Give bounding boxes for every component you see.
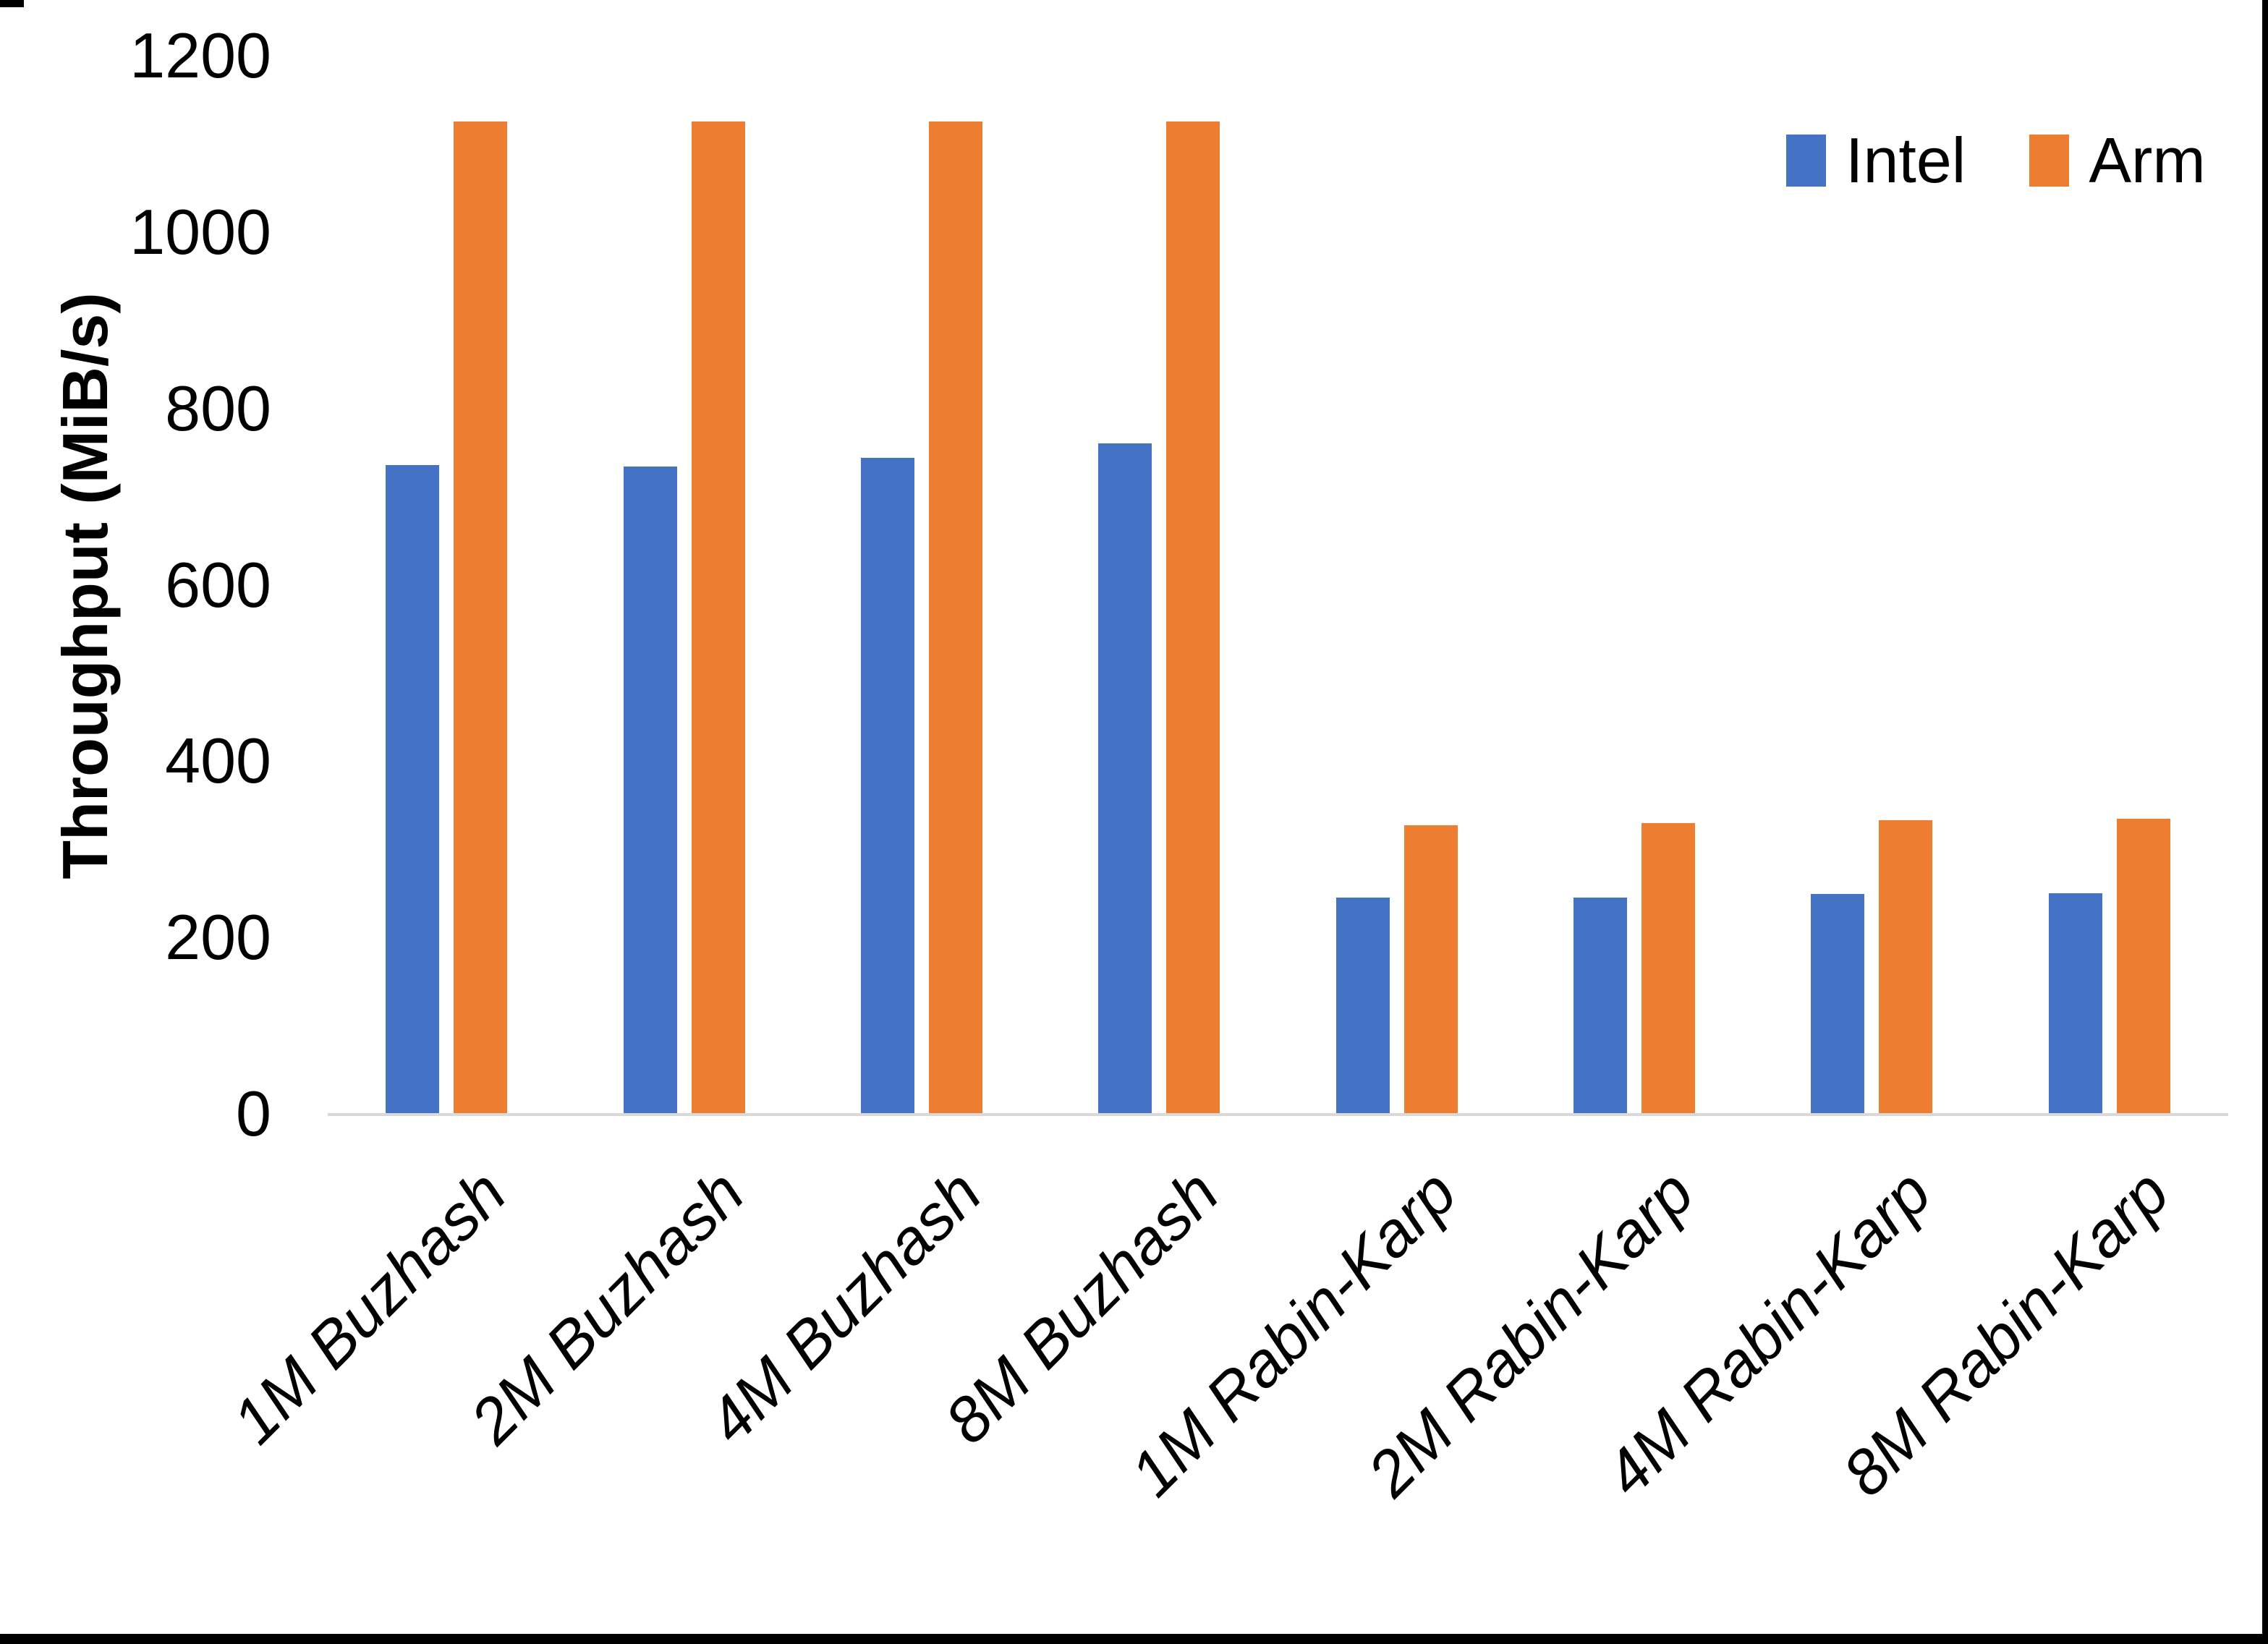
y-tick-label-1200: 1200 xyxy=(129,20,271,91)
legend-swatch-intel xyxy=(1786,135,1826,187)
bar-intel-2m-rabin-karp xyxy=(1573,898,1627,1114)
legend-item-arm: Arm xyxy=(2029,124,2206,196)
window-border-right xyxy=(2262,0,2268,1644)
bar-arm-4m-rabin-karp xyxy=(1879,820,1932,1114)
bar-intel-2m-buzhash xyxy=(624,467,677,1114)
bar-intel-4m-rabin-karp xyxy=(1811,894,1864,1114)
bar-arm-4m-buzhash xyxy=(929,122,982,1114)
bar-arm-1m-rabin-karp xyxy=(1404,825,1458,1114)
bar-arm-8m-rabin-karp xyxy=(2117,819,2170,1114)
y-tick-label-1000: 1000 xyxy=(129,195,271,268)
bar-arm-8m-buzhash xyxy=(1166,122,1220,1114)
legend-swatch-arm xyxy=(2029,135,2070,187)
legend-label-arm: Arm xyxy=(2089,124,2206,196)
y-tick-label-0: 0 xyxy=(236,1078,271,1149)
y-tick-label-200: 200 xyxy=(165,901,271,974)
y-tick-label-600: 600 xyxy=(165,548,271,621)
window-border-bottom xyxy=(0,1634,2268,1644)
legend: Intel Arm xyxy=(1786,129,2206,192)
legend-label-intel: Intel xyxy=(1846,124,1966,196)
y-tick-label-400: 400 xyxy=(165,725,271,797)
legend-item-intel: Intel xyxy=(1786,129,1966,192)
bar-arm-2m-buzhash xyxy=(692,122,745,1114)
window-corner-mark xyxy=(0,0,24,7)
x-axis-line xyxy=(328,1113,2228,1116)
bar-arm-2m-rabin-karp xyxy=(1641,823,1695,1114)
bar-arm-1m-buzhash xyxy=(454,122,507,1114)
bar-intel-8m-buzhash xyxy=(1098,443,1152,1114)
bar-intel-8m-rabin-karp xyxy=(2049,893,2102,1114)
bar-intel-1m-buzhash xyxy=(386,465,439,1114)
y-tick-label-800: 800 xyxy=(165,372,271,444)
bar-intel-4m-buzhash xyxy=(861,458,914,1114)
bar-intel-1m-rabin-karp xyxy=(1336,898,1390,1114)
